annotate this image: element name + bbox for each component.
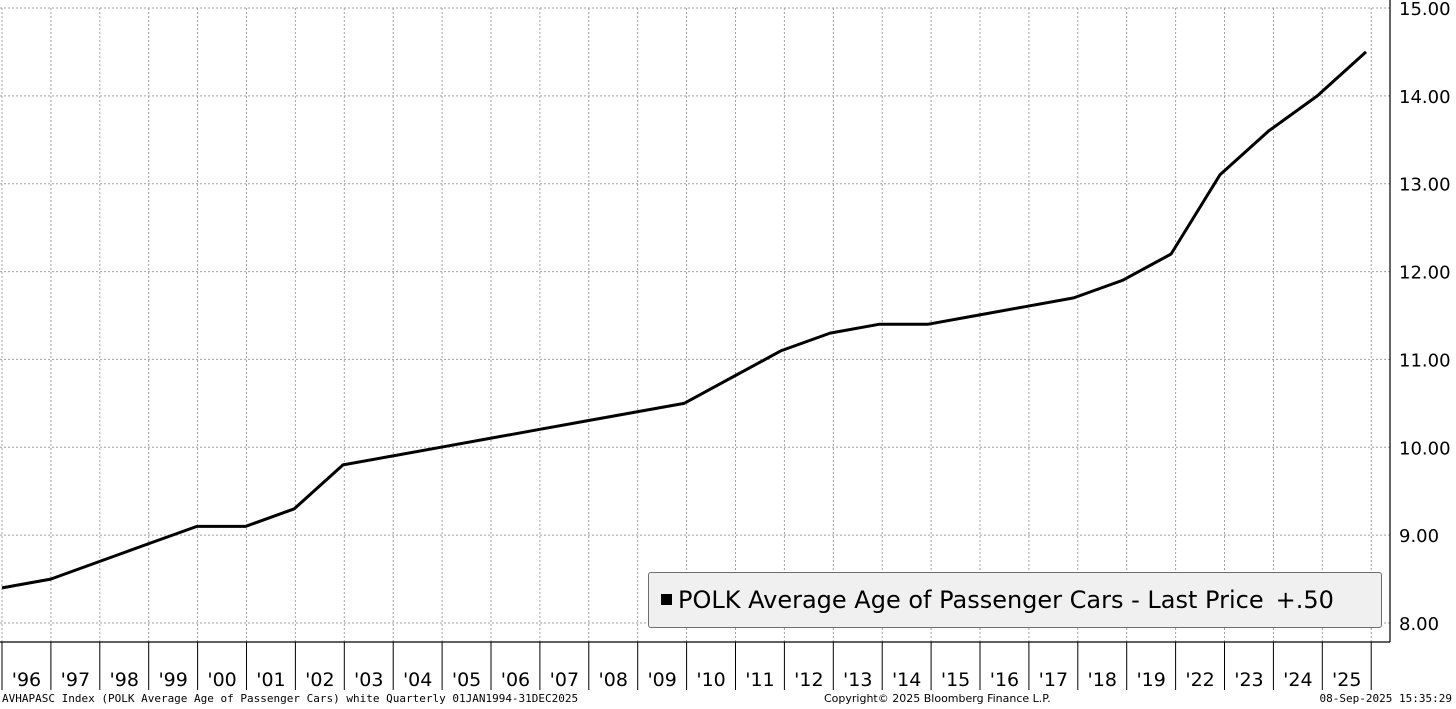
legend-label: POLK Average Age of Passenger Cars - Las… — [678, 586, 1264, 614]
x-tick-label: '97 — [61, 669, 90, 691]
series-layer — [1, 50, 1368, 590]
x-tick-label: '05 — [452, 669, 481, 691]
x-tick-label: '16 — [990, 669, 1019, 691]
footer-timestamp: 08-Sep-2025 15:35:29 — [1319, 692, 1452, 705]
x-tick-label: '96 — [12, 669, 41, 691]
x-tick-label: '02 — [305, 669, 334, 691]
x-axis-tick-labels: '96 '97 '98 '99 '00 '01 '02 '03 '04 '05 '06 '07 '08 '… — [12, 669, 1362, 691]
y-tick-label: 12.00 — [1399, 263, 1451, 284]
x-tick-label: '01 — [256, 669, 285, 691]
x-tick-label: '99 — [158, 669, 187, 691]
grid-lines — [0, 7, 1390, 642]
x-tick-label: '19 — [1136, 669, 1165, 691]
x-tick-label: '15 — [941, 669, 970, 691]
x-tick-label: '24 — [1283, 669, 1312, 691]
x-tick-label: '17 — [1039, 669, 1068, 691]
y-tick-label: 10.00 — [1399, 438, 1451, 459]
legend-swatch — [661, 593, 672, 605]
footer-series-info: AVHAPASC Index (POLK Average Age of Pass… — [2, 692, 579, 705]
x-tick-label: '23 — [1234, 669, 1263, 691]
x-tick-label: '08 — [599, 669, 628, 691]
legend-value: +.50 — [1275, 586, 1334, 614]
x-tick-label: '06 — [501, 669, 530, 691]
x-tick-label: '22 — [1185, 669, 1214, 691]
x-tick-label: '13 — [843, 669, 872, 691]
x-tick-label: '11 — [745, 669, 774, 691]
x-tick-label: '00 — [207, 669, 236, 691]
y-tick-label: 11.00 — [1399, 350, 1451, 371]
y-tick-label: 13.00 — [1399, 175, 1451, 196]
x-tick-label: '09 — [647, 669, 676, 691]
y-axis-tick-labels: 8.00 9.00 10.00 11.00 12.00 13.00 14.00 15.00 — [1399, 0, 1451, 635]
x-tick-label: '18 — [1088, 669, 1117, 691]
x-tick-label: '14 — [892, 669, 921, 691]
x-tick-label: '25 — [1332, 669, 1361, 691]
y-tick-label: 8.00 — [1399, 614, 1439, 635]
series-line — [1, 50, 1368, 590]
y-tick-label: 9.00 — [1399, 526, 1439, 547]
x-tick-label: '98 — [110, 669, 139, 691]
y-tick-label: 15.00 — [1399, 0, 1451, 20]
axes — [0, 0, 1391, 690]
y-tick-label: 14.00 — [1399, 87, 1451, 108]
legend: POLK Average Age of Passenger Cars - Las… — [648, 572, 1382, 628]
x-tick-label: '07 — [550, 669, 579, 691]
x-tick-label: '12 — [794, 669, 823, 691]
x-tick-label: '03 — [354, 669, 383, 691]
x-tick-label: '04 — [403, 669, 432, 691]
x-tick-label: '10 — [696, 669, 725, 691]
footer-copyright: Copyright© 2025 Bloomberg Finance L.P. — [824, 692, 1051, 705]
